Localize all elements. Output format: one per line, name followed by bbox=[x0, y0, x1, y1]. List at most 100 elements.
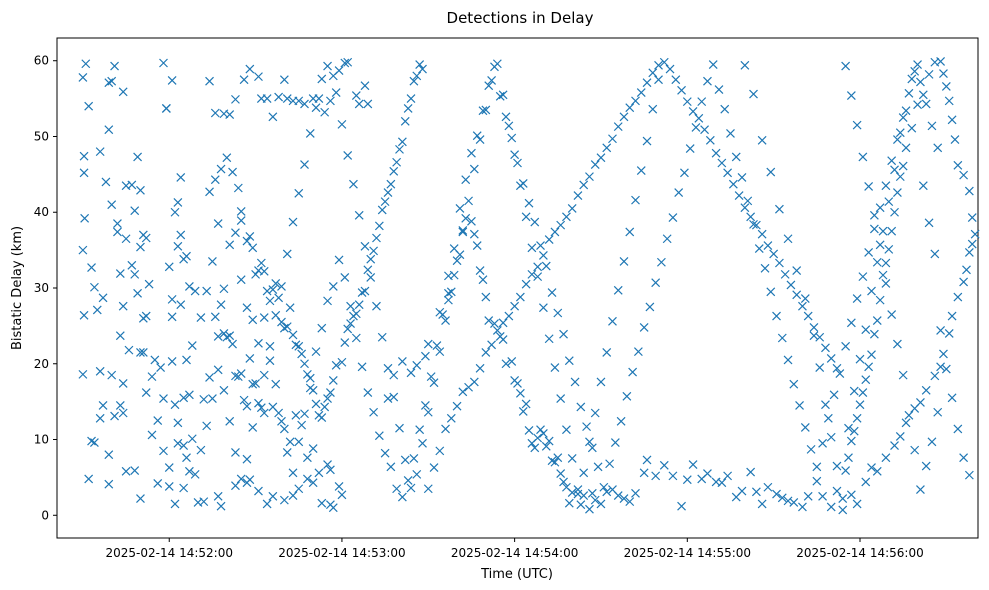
data-point bbox=[113, 219, 122, 229]
data-point bbox=[538, 250, 548, 260]
data-point bbox=[553, 308, 563, 318]
data-point bbox=[547, 456, 557, 466]
data-point bbox=[881, 279, 891, 288]
data-point bbox=[930, 249, 940, 259]
data-point bbox=[435, 347, 445, 357]
data-point bbox=[81, 59, 91, 69]
data-point bbox=[913, 100, 922, 110]
data-point bbox=[878, 270, 888, 280]
data-point bbox=[216, 164, 226, 174]
data-point bbox=[323, 61, 332, 71]
data-point bbox=[386, 179, 396, 189]
data-point bbox=[409, 454, 419, 463]
data-point bbox=[772, 311, 781, 321]
data-point bbox=[239, 395, 249, 405]
data-point bbox=[285, 303, 295, 313]
data-point bbox=[867, 286, 876, 296]
data-point bbox=[236, 216, 246, 226]
data-point bbox=[323, 460, 332, 469]
data-point bbox=[858, 152, 868, 162]
data-point bbox=[222, 332, 232, 342]
data-point bbox=[869, 210, 879, 220]
data-point bbox=[691, 122, 701, 132]
data-point bbox=[311, 103, 321, 113]
data-point bbox=[302, 474, 312, 484]
data-point bbox=[176, 230, 186, 240]
data-point bbox=[590, 495, 600, 505]
data-point bbox=[325, 388, 335, 397]
data-point bbox=[98, 293, 108, 303]
data-point bbox=[895, 432, 905, 441]
data-point bbox=[277, 317, 286, 327]
data-point bbox=[576, 402, 586, 412]
data-point bbox=[429, 378, 439, 388]
data-point bbox=[389, 392, 399, 402]
data-point bbox=[728, 179, 738, 189]
data-point bbox=[916, 397, 925, 407]
data-point bbox=[895, 128, 905, 138]
data-point bbox=[846, 318, 856, 328]
data-point bbox=[579, 468, 589, 478]
data-point bbox=[369, 407, 379, 417]
data-point bbox=[426, 372, 436, 382]
data-point bbox=[705, 135, 715, 145]
data-point bbox=[285, 437, 295, 447]
data-point bbox=[872, 466, 882, 476]
data-point bbox=[777, 333, 787, 343]
data-point bbox=[340, 272, 350, 282]
data-point bbox=[780, 269, 790, 279]
data-point bbox=[141, 311, 151, 321]
data-point bbox=[420, 400, 430, 410]
data-point bbox=[231, 481, 240, 491]
data-point bbox=[248, 422, 258, 432]
data-point bbox=[921, 99, 931, 109]
data-point bbox=[769, 249, 779, 259]
data-point bbox=[694, 113, 704, 123]
data-point bbox=[288, 468, 298, 478]
data-point bbox=[213, 332, 223, 341]
data-point bbox=[538, 429, 548, 438]
data-point bbox=[418, 64, 427, 74]
data-point bbox=[596, 377, 606, 387]
data-point bbox=[153, 479, 163, 488]
data-point bbox=[498, 90, 508, 100]
data-point bbox=[939, 69, 948, 79]
data-point bbox=[944, 329, 954, 338]
data-point bbox=[323, 394, 332, 404]
data-point bbox=[219, 284, 229, 294]
data-point bbox=[464, 196, 473, 206]
data-point bbox=[268, 112, 278, 122]
data-point bbox=[789, 379, 799, 389]
data-point bbox=[288, 330, 298, 340]
data-point bbox=[403, 104, 413, 113]
y-tick-label: 10 bbox=[34, 433, 49, 447]
data-point bbox=[631, 96, 640, 106]
data-point bbox=[944, 96, 954, 106]
data-point bbox=[127, 180, 137, 190]
data-point bbox=[228, 339, 237, 349]
data-point bbox=[642, 136, 652, 146]
data-point bbox=[579, 180, 589, 190]
data-point bbox=[441, 316, 450, 326]
data-point bbox=[521, 279, 531, 289]
data-point bbox=[176, 300, 186, 310]
data-point bbox=[562, 212, 571, 222]
data-point bbox=[947, 115, 957, 125]
data-point bbox=[821, 343, 830, 353]
data-point bbox=[720, 104, 730, 114]
data-point bbox=[501, 359, 511, 369]
data-point bbox=[360, 286, 370, 296]
data-point bbox=[254, 486, 263, 496]
data-point bbox=[953, 160, 963, 170]
data-point bbox=[515, 292, 525, 302]
data-point bbox=[170, 400, 180, 410]
data-point bbox=[481, 105, 491, 115]
data-point bbox=[631, 488, 640, 498]
data-point bbox=[498, 335, 508, 344]
data-point bbox=[446, 287, 456, 297]
data-point bbox=[164, 262, 174, 272]
data-point bbox=[78, 369, 88, 379]
data-point bbox=[334, 482, 344, 491]
data-point bbox=[182, 355, 191, 365]
data-point bbox=[550, 227, 560, 237]
